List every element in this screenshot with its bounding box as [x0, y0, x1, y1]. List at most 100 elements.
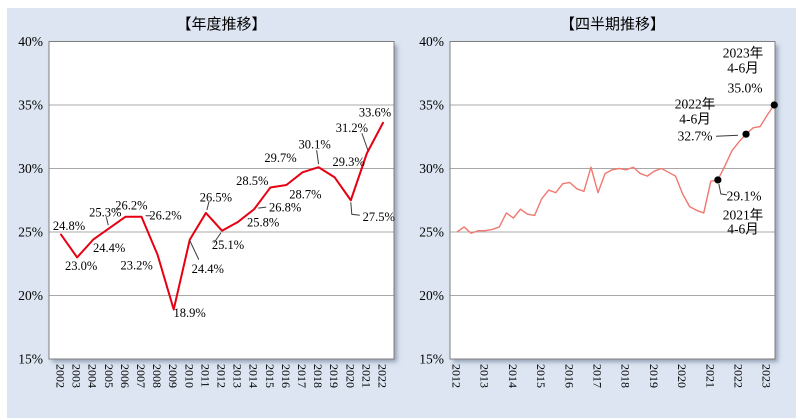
x-tick-label: 2018	[311, 364, 325, 388]
data-label: 27.5%	[363, 210, 395, 224]
y-tick-label: 40%	[419, 34, 444, 49]
y-tick-label: 25%	[18, 225, 43, 240]
annotation-leader-line	[716, 134, 739, 137]
data-label: 31.2%	[336, 121, 368, 135]
annotation-marker-dot	[714, 176, 722, 184]
annual-chart-canvas: 40%35%30%25%20%15%2002 2003 2004 2005 2006 20…	[18, 34, 395, 388]
data-label: 23.0%	[65, 259, 97, 273]
annotation-quarter-label: 4-6月	[727, 61, 759, 76]
label-leader-line	[258, 206, 267, 209]
annotation-value-label: 29.1%	[727, 189, 762, 204]
data-label: 24.4%	[93, 241, 125, 255]
x-tick-label: 2022	[732, 364, 746, 388]
annotation-leader-line	[718, 183, 727, 196]
x-tick-label: 2011	[198, 364, 212, 388]
annotation-value-label: 32.7%	[678, 129, 713, 144]
x-tick-label: 2021	[703, 364, 717, 388]
y-tick-label: 20%	[419, 288, 444, 303]
data-label: 26.8%	[269, 201, 301, 215]
x-tick-label: 2018	[619, 364, 633, 388]
annotation-quarter-label: 4-6月	[679, 112, 711, 127]
annotation-quarter-label: 4-6月	[727, 222, 759, 237]
x-tick-label: 2012	[215, 364, 229, 388]
x-tick-label: 2017	[295, 364, 309, 388]
data-label: 29.7%	[264, 151, 296, 165]
annotation-year-label: 2023年	[723, 46, 764, 61]
y-tick-label: 20%	[18, 288, 43, 303]
label-leader-line	[206, 201, 210, 211]
data-label: 26.2%	[149, 208, 181, 222]
x-tick-label: 2013	[478, 364, 492, 388]
x-tick-label: 2014	[506, 364, 520, 388]
x-tick-label: 2007	[134, 364, 148, 388]
data-label: 24.8%	[53, 219, 85, 233]
x-tick-label: 2023	[760, 364, 774, 388]
plot-border	[48, 41, 395, 360]
data-label: 33.6%	[359, 105, 391, 119]
data-label: 26.5%	[200, 190, 232, 204]
annual-chart-title: 【年度推移】	[176, 17, 267, 33]
y-tick-label: 30%	[419, 161, 444, 176]
annual-series-line	[60, 121, 384, 311]
data-label: 28.7%	[289, 188, 321, 202]
quarterly-plot-area	[450, 41, 775, 359]
label-leader-line	[361, 133, 369, 151]
annual-plot-area	[49, 41, 394, 359]
data-label: 18.9%	[174, 306, 206, 320]
y-tick-label: 15%	[18, 352, 43, 367]
x-tick-label: 2014	[247, 364, 261, 388]
x-tick-label: 2016	[279, 364, 293, 388]
label-leader-line	[316, 150, 320, 165]
y-tick-label: 35%	[18, 98, 43, 113]
data-label: 30.1%	[298, 138, 330, 152]
data-label: 24.4%	[192, 262, 224, 276]
data-label: 26.2%	[115, 198, 147, 212]
quarterly-series-line	[456, 104, 775, 234]
annotation-marker-dot	[770, 101, 778, 109]
x-tick-label: 2008	[150, 364, 164, 388]
x-tick-label: 2009	[166, 364, 180, 388]
x-tick-label: 2020	[675, 364, 689, 388]
data-label: 25.1%	[212, 238, 244, 252]
data-label: 25.3%	[89, 206, 121, 220]
x-tick-label: 2010	[182, 364, 196, 388]
data-label: 23.2%	[120, 258, 152, 272]
label-leader-line	[189, 240, 200, 260]
data-label: 25.8%	[247, 215, 279, 229]
data-label: 29.3%	[333, 155, 365, 169]
x-tick-label: 2015	[534, 364, 548, 388]
y-tick-label: 30%	[18, 161, 43, 176]
label-leader-line	[350, 202, 360, 216]
data-label: 28.5%	[236, 174, 268, 188]
x-tick-label: 2006	[118, 364, 132, 388]
y-tick-label: 40%	[18, 34, 43, 49]
x-tick-label: 2020	[343, 364, 357, 388]
label-leader-line	[213, 232, 222, 244]
annotation-value-label: 35.0%	[728, 81, 763, 96]
x-tick-label: 2003	[70, 364, 84, 388]
x-tick-label: 2015	[263, 364, 277, 388]
annotation-marker-dot	[742, 130, 750, 138]
annual-trend-chart: 【年度推移】 40% 35% 30% 25% 20% 15% 2002 2003 2004 200…	[10, 12, 400, 412]
x-tick-label: 2019	[647, 364, 661, 388]
quarterly-chart-title: 【四半期推移】	[559, 17, 665, 33]
y-tick-label: 25%	[419, 225, 444, 240]
x-tick-label: 2017	[591, 364, 605, 388]
quarterly-trend-chart: 【四半期推移】 40% 35% 30% 25% 20% 15% 2012 2013 2014 20…	[412, 12, 790, 412]
plot-border	[449, 41, 776, 360]
x-tick-label: 2012	[450, 364, 464, 388]
annotation-year-label: 2022年	[675, 97, 716, 112]
x-tick-label: 2016	[562, 364, 576, 388]
x-tick-label: 2019	[327, 364, 341, 388]
x-tick-label: 2022	[376, 364, 390, 388]
y-tick-label: 35%	[419, 98, 444, 113]
quarterly-chart-canvas: 40% 35% 30% 25% 20% 15% 2012 2013 2014 2015 2016 20…	[419, 34, 778, 388]
x-tick-label: 2013	[231, 364, 245, 388]
x-tick-label: 2002	[54, 364, 68, 388]
x-tick-label: 2004	[86, 364, 100, 388]
x-tick-label: 2005	[102, 364, 116, 388]
label-leader-line	[105, 217, 109, 226]
x-tick-label: 2021	[359, 364, 373, 388]
annotation-year-label: 2021年	[723, 208, 764, 223]
y-tick-label: 15%	[419, 352, 444, 367]
